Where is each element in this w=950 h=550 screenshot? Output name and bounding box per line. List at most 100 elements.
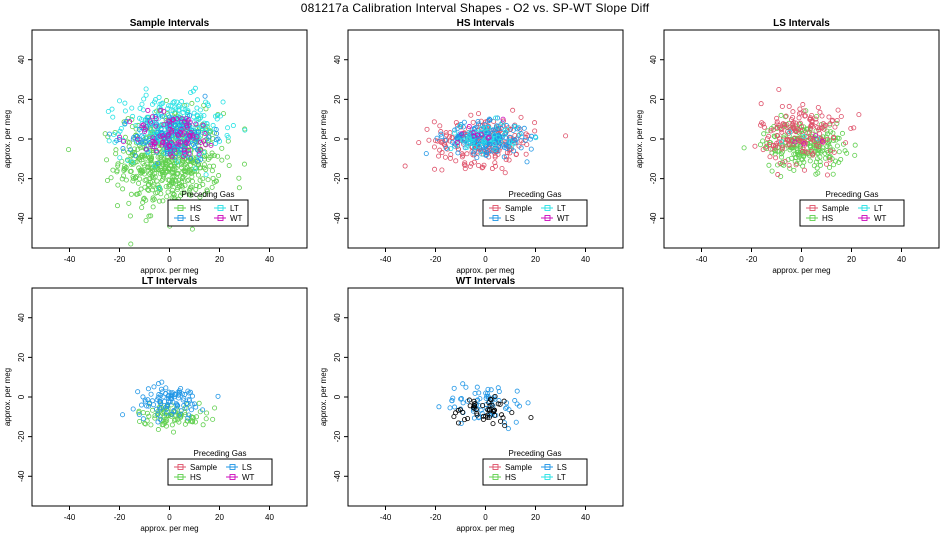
data-point xyxy=(483,152,489,158)
data-point xyxy=(798,110,804,116)
data-point xyxy=(800,102,806,108)
data-point xyxy=(451,414,457,420)
data-point xyxy=(462,417,468,423)
data-point xyxy=(120,412,126,418)
data-point xyxy=(485,407,491,413)
data-point xyxy=(168,396,174,402)
data-point xyxy=(119,158,125,164)
x-axis-label: approx. per meg xyxy=(140,524,198,533)
data-point xyxy=(148,129,154,135)
data-point xyxy=(156,185,162,191)
y-axis-label: approx. per meg xyxy=(3,110,12,168)
data-point xyxy=(171,99,177,105)
y-tick-label: 40 xyxy=(17,313,26,322)
data-point xyxy=(779,154,785,160)
data-point xyxy=(452,141,458,147)
data-point xyxy=(782,158,788,164)
data-point xyxy=(200,422,206,428)
data-point xyxy=(184,124,190,130)
data-point xyxy=(512,124,518,130)
data-point xyxy=(517,132,523,138)
data-point xyxy=(815,170,821,176)
data-point xyxy=(125,158,131,164)
data-point xyxy=(802,113,808,119)
data-point xyxy=(451,385,457,391)
data-point xyxy=(803,108,809,114)
legend-swatch xyxy=(177,464,184,470)
data-point xyxy=(209,168,215,174)
data-point xyxy=(192,144,198,150)
data-point xyxy=(138,154,144,160)
data-point xyxy=(451,130,457,136)
data-point xyxy=(177,411,183,417)
data-point xyxy=(219,157,225,163)
data-point xyxy=(188,155,194,161)
legend-label: Sample xyxy=(505,463,533,472)
data-point xyxy=(146,187,152,193)
data-point xyxy=(109,106,115,112)
data-point xyxy=(209,150,215,156)
y-tick-label: 0 xyxy=(649,136,658,141)
data-point xyxy=(752,143,758,149)
data-point xyxy=(761,131,767,137)
legend-swatch xyxy=(177,215,184,221)
data-point xyxy=(133,174,139,180)
data-point xyxy=(184,400,190,406)
y-tick-label: 20 xyxy=(17,94,26,103)
x-tick-label: 20 xyxy=(531,255,540,264)
data-point xyxy=(475,119,481,125)
data-point xyxy=(434,135,440,141)
panel-4: LT Intervals -40 -20 0 20 40 -40 -20 0 20 40 approx… xyxy=(3,276,308,533)
y-tick-label: -20 xyxy=(17,172,26,184)
legend-label: LS xyxy=(505,214,515,223)
data-point xyxy=(169,139,175,145)
data-point xyxy=(136,412,142,418)
data-point xyxy=(796,115,802,121)
data-point xyxy=(148,213,154,219)
data-point xyxy=(491,141,497,147)
data-point xyxy=(213,178,219,184)
data-point xyxy=(104,157,110,163)
data-point xyxy=(135,136,141,142)
data-point xyxy=(460,381,466,387)
data-point xyxy=(506,143,512,149)
data-point xyxy=(463,384,469,390)
data-point xyxy=(136,139,142,145)
data-point xyxy=(158,405,164,411)
data-point xyxy=(189,125,195,131)
data-point xyxy=(797,106,803,112)
data-point xyxy=(776,87,782,93)
data-point xyxy=(525,400,531,406)
data-point xyxy=(178,139,184,145)
data-point xyxy=(171,408,177,414)
data-point xyxy=(814,114,820,120)
data-point xyxy=(142,171,148,177)
data-point xyxy=(827,121,833,127)
legend-label: LT xyxy=(230,204,239,213)
data-point xyxy=(518,114,524,120)
data-point xyxy=(225,138,231,144)
data-point xyxy=(831,137,837,143)
data-point xyxy=(468,130,474,136)
data-point xyxy=(122,134,128,140)
legend-title: Preceding Gas xyxy=(182,190,235,199)
x-axis-label: approx. per meg xyxy=(456,266,514,275)
data-point xyxy=(481,137,487,143)
data-point xyxy=(498,139,504,145)
data-point xyxy=(781,122,787,128)
data-point xyxy=(140,160,146,166)
data-point xyxy=(164,194,170,200)
data-point xyxy=(758,122,764,128)
data-point xyxy=(833,158,839,164)
legend-label: LT xyxy=(874,204,883,213)
data-point xyxy=(171,117,177,123)
legend-title: Preceding Gas xyxy=(194,449,247,458)
data-point xyxy=(137,418,143,424)
data-point xyxy=(452,404,458,410)
data-point xyxy=(848,126,854,132)
data-point xyxy=(153,97,159,103)
data-point xyxy=(130,406,136,412)
data-point xyxy=(779,103,785,109)
data-point xyxy=(196,135,202,141)
x-tick-label: 40 xyxy=(265,255,274,264)
